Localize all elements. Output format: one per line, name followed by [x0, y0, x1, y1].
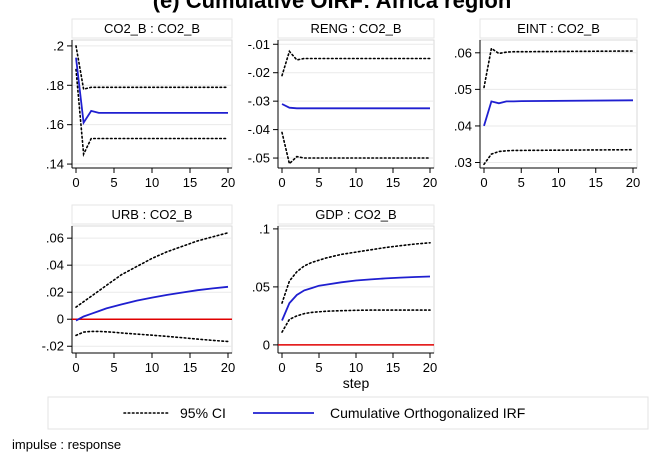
- x-tick-label: 20: [423, 175, 437, 190]
- x-tick-label: 5: [315, 360, 322, 375]
- panel-2: RENG : CO2_B -.01 -.02 -.03 -.04 -.05 0 5 10 15 20: [248, 18, 437, 190]
- ci-upper-line: [483, 47, 634, 89]
- y-tick-label: .05: [454, 82, 472, 97]
- legend-irf-label: Cumulative Orthogonalized IRF: [330, 405, 525, 421]
- x-tick-label: 15: [386, 360, 400, 375]
- ci-upper-line: [75, 232, 229, 308]
- y-tick-label: -.04: [248, 122, 270, 137]
- irf-line: [75, 285, 229, 322]
- y-tick-label: .02: [46, 285, 64, 300]
- panel-title: CO2_B : CO2_B: [104, 21, 200, 36]
- ci-lower-line: [281, 309, 431, 333]
- x-tick-label: 5: [518, 175, 525, 190]
- y-tick-label: -.02: [42, 339, 64, 354]
- y-tick-label: -.02: [248, 65, 270, 80]
- x-tick-label: 0: [480, 175, 487, 190]
- figure-title: (e) Cumulative OIRF: Africa region: [152, 0, 512, 13]
- ci-lower-line: [281, 131, 431, 166]
- x-tick-label: 10: [145, 360, 159, 375]
- y-tick-label: .16: [46, 117, 64, 132]
- x-tick-label: 15: [183, 175, 197, 190]
- x-tick-label: 20: [221, 175, 235, 190]
- panel-title: EINT : CO2_B: [517, 21, 600, 36]
- irf-line: [483, 99, 634, 127]
- y-tick-label: .04: [46, 258, 64, 273]
- panel-title-bar: [479, 18, 638, 39]
- y-tick-label: -.01: [248, 37, 270, 52]
- legend-box: [47, 396, 649, 430]
- panel-title-bar: [277, 18, 435, 39]
- y-tick-label: -.05: [248, 151, 270, 166]
- ci-lower-line: [75, 68, 229, 158]
- x-tick-label: 5: [110, 360, 117, 375]
- x-axis-label: step: [343, 375, 370, 391]
- irf-line: [75, 57, 228, 126]
- panel-5: GDP : CO2_B .1 .05 00 5 10 15 20: [252, 204, 437, 375]
- x-tick-label: 0: [72, 175, 79, 190]
- x-tick-label: 20: [221, 360, 235, 375]
- panel-4: URB : CO2_B .06 .04 .02 0 -.02 0 5 10 15 20: [42, 204, 235, 375]
- x-tick-label: 5: [110, 175, 117, 190]
- y-tick-label: .06: [46, 231, 64, 246]
- panel-1: CO2_B : CO2_B .2 .18 .16 .14 0 5 10 15 20: [46, 18, 235, 190]
- panel-title: URB : CO2_B: [112, 207, 193, 222]
- x-tick-label: 15: [386, 175, 400, 190]
- y-tick-label: .06: [454, 45, 472, 60]
- y-tick-label: .14: [46, 157, 64, 172]
- y-tick-label: -.03: [248, 94, 270, 109]
- ci-upper-line: [281, 242, 431, 304]
- panel-title-bar: [71, 204, 233, 225]
- y-tick-label: .18: [46, 78, 64, 93]
- y-tick-label: .05: [252, 279, 270, 294]
- ci-upper-line: [75, 45, 229, 91]
- x-tick-label: 15: [183, 360, 197, 375]
- panel-title: GDP : CO2_B: [315, 207, 396, 222]
- y-tick-label: .2: [53, 38, 64, 53]
- ci-upper-line: [281, 49, 431, 77]
- x-tick-label: 5: [315, 175, 322, 190]
- legend-ci-label: 95% CI: [180, 405, 226, 421]
- panel-title-bar: [277, 204, 435, 225]
- y-tick-label: .04: [454, 118, 472, 133]
- x-tick-label: 20: [626, 175, 640, 190]
- x-tick-label: 0: [278, 175, 285, 190]
- x-tick-label: 10: [551, 175, 565, 190]
- plot-region: [71, 39, 233, 169]
- x-tick-label: 0: [278, 360, 285, 375]
- irf-line: [281, 103, 430, 110]
- x-tick-label: 10: [349, 175, 363, 190]
- panel-title: RENG : CO2_B: [310, 21, 401, 36]
- ci-lower-line: [483, 148, 634, 166]
- x-tick-label: 20: [423, 360, 437, 375]
- impulse-response-note: impulse : response: [12, 437, 121, 452]
- y-tick-label: .1: [259, 221, 270, 236]
- ci-lower-line: [75, 330, 229, 343]
- plot-region: [277, 225, 435, 354]
- x-tick-label: 0: [72, 360, 79, 375]
- y-tick-label: 0: [263, 337, 270, 352]
- plot-region: [479, 39, 638, 169]
- x-tick-label: 10: [349, 360, 363, 375]
- irf-line: [281, 275, 431, 321]
- plot-region: [277, 39, 435, 169]
- x-tick-label: 10: [145, 175, 159, 190]
- panel-title-bar: [71, 18, 233, 39]
- y-tick-label: 0: [57, 312, 64, 327]
- x-tick-label: 15: [589, 175, 603, 190]
- panel-3: EINT : CO2_B .06 .05 .04 .03 0 5 10 15 20: [454, 18, 640, 190]
- legend: 95% CI Cumulative Orthogonalized IRF: [47, 396, 649, 430]
- y-tick-label: .03: [454, 155, 472, 170]
